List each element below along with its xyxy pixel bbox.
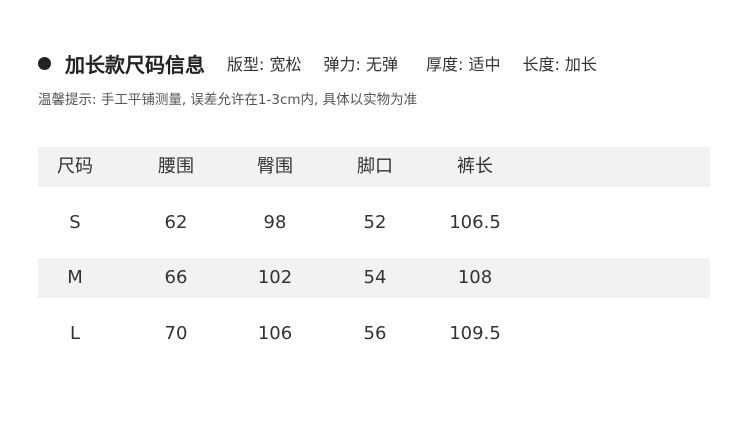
table-cell: 106.5: [449, 211, 501, 233]
attribute-elasticity: 弹力: 无弹: [323, 55, 398, 74]
header-cell: 脚口: [357, 156, 393, 177]
header-cell: 裤长: [457, 156, 493, 177]
table-cell: 62: [164, 211, 188, 233]
table-cell: 56: [363, 322, 387, 344]
table-cell: 70: [164, 322, 188, 344]
table-header-row: 尺码 腰围 臀围 脚口 裤长: [38, 147, 710, 187]
table-row: L 70 106 56 109.5: [38, 314, 710, 354]
table-cell: 109.5: [449, 322, 501, 344]
bullet-dot-icon: [38, 56, 51, 70]
header-cell: 臀围: [257, 156, 293, 177]
header-cell: 尺码: [57, 156, 93, 177]
header-cell: 腰围: [158, 156, 194, 177]
table-row: M 66 102 54 108: [38, 258, 710, 298]
attribute-length: 长度: 加长: [522, 55, 597, 74]
table-cell: 102: [257, 267, 293, 288]
size-table: 尺码 腰围 臀围 脚口 裤长 S 62 98 52 106.5 M 66 102…: [38, 147, 710, 369]
attribute-thickness: 厚度: 适中: [425, 55, 501, 74]
table-cell: M: [67, 267, 83, 288]
section-title: 加长款尺码信息: [65, 52, 205, 77]
table-cell: L: [69, 322, 81, 344]
table-cell: 66: [164, 267, 188, 288]
measurement-tip: 温馨提示: 手工平铺测量, 误差允许在1-3cm内, 具体以实物为准: [38, 92, 418, 108]
table-row: S 62 98 52 106.5: [38, 203, 710, 243]
table-cell: S: [69, 211, 81, 233]
table-cell: 98: [263, 211, 287, 233]
size-info-heading: 加长款尺码信息 版型: 宽松 弹力: 无弹 厚度: 适中 长度: 加长: [38, 48, 597, 78]
table-cell: 108: [457, 267, 493, 288]
table-cell: 52: [363, 211, 387, 233]
table-cell: 106: [257, 322, 293, 344]
table-cell: 54: [363, 267, 387, 288]
attribute-fit: 版型: 宽松: [227, 55, 302, 74]
